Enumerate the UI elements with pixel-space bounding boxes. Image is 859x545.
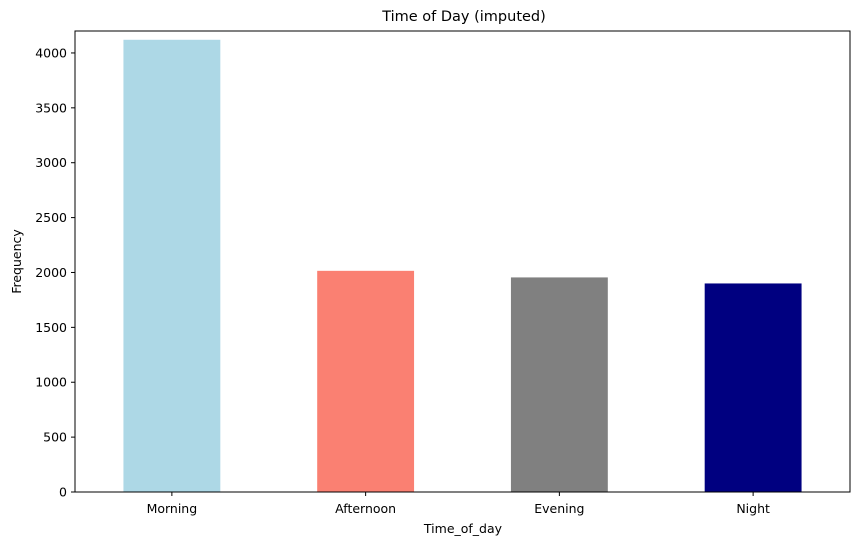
bar-night (704, 283, 802, 492)
x-tick-label: Evening (534, 501, 584, 516)
y-tick-label: 1500 (35, 320, 67, 335)
bars-group (123, 39, 802, 493)
bar-evening (510, 277, 608, 492)
y-tick-label: 1000 (35, 375, 67, 390)
y-axis-ticks: 0 500 1000 1500 2000 2500 3000 3500 4000 (35, 45, 75, 500)
y-tick-label: 4000 (35, 45, 67, 60)
bar-afternoon (317, 270, 415, 492)
x-tick-label: Afternoon (335, 501, 396, 516)
x-tick-label: Morning (147, 501, 198, 516)
x-axis-label: Time_of_day (423, 521, 503, 536)
x-axis-ticks: Morning Afternoon Evening Night (147, 492, 770, 516)
y-axis-label: Frequency (9, 229, 24, 294)
plot-frame (74, 30, 851, 493)
bar-morning (123, 39, 221, 493)
y-tick-label: 3500 (35, 100, 67, 115)
y-tick-label: 2500 (35, 210, 67, 225)
x-tick-label: Night (736, 501, 770, 516)
y-tick-label: 0 (59, 485, 67, 500)
y-tick-label: 2000 (35, 265, 67, 280)
chart-title: Time of Day (imputed) (381, 9, 546, 25)
y-tick-label: 500 (43, 430, 67, 445)
y-tick-label: 3000 (35, 155, 67, 170)
